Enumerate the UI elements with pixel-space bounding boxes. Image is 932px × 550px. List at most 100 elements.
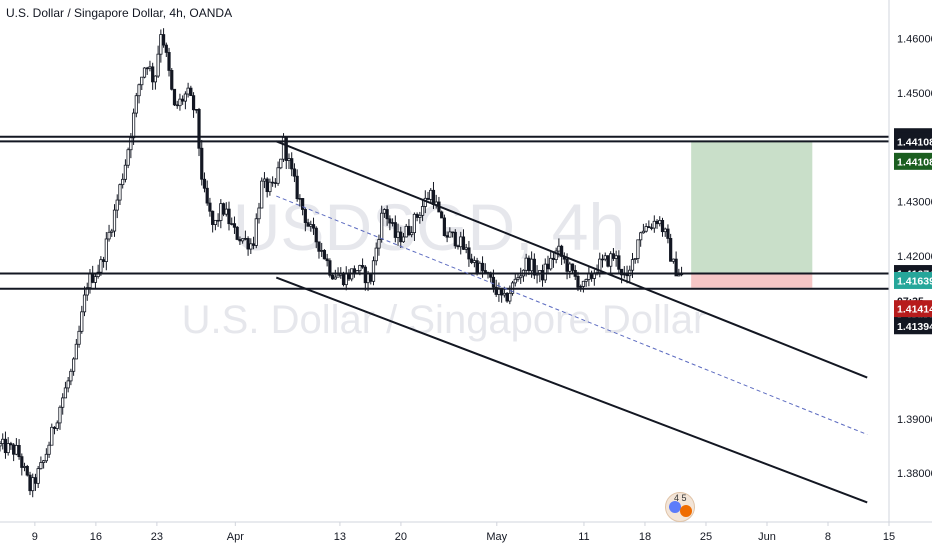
candle-body [164, 44, 168, 53]
channel-lower-line [275, 276, 868, 504]
candle-body [39, 462, 43, 470]
candle-body [445, 235, 449, 238]
candle-body [513, 278, 517, 284]
price-label-box [894, 271, 932, 289]
candle-body [246, 238, 250, 250]
candle-body [532, 258, 536, 276]
candle-body [101, 259, 106, 262]
candle-body [609, 253, 613, 267]
candle-body [448, 231, 452, 238]
candle-body [298, 198, 302, 200]
drawings[interactable] [0, 135, 889, 504]
candle-body [197, 109, 201, 149]
candle-body [129, 137, 133, 151]
candle-body [271, 181, 275, 184]
candle-body [208, 202, 212, 212]
candle-body [647, 226, 651, 229]
position-tool[interactable] [691, 141, 813, 288]
time-tick-label: Apr [227, 531, 244, 543]
candle-body [202, 178, 207, 189]
candle-body [639, 232, 643, 241]
candle-body [69, 370, 73, 382]
time-tick-label: May [486, 531, 507, 543]
price-tick-label: 1.45000 [897, 88, 932, 100]
candle-body [502, 292, 506, 296]
candle-body [600, 258, 605, 261]
candle-body [121, 178, 125, 186]
candle-body [429, 189, 433, 200]
candle-body [478, 262, 482, 274]
candle-body [55, 422, 59, 429]
news-badge[interactable]: 4 5 [665, 492, 695, 522]
candle-body [322, 250, 327, 260]
candle-body [276, 167, 280, 184]
candle-body [74, 343, 78, 360]
candle-body [82, 294, 87, 313]
candle-body [47, 444, 51, 455]
candle-body [91, 273, 95, 283]
candle-body [426, 197, 430, 200]
chart-title: U.S. Dollar / Singapore Dollar, 4h, OAND… [6, 6, 233, 20]
candle-body [131, 112, 136, 139]
candle-body [22, 466, 27, 468]
candle-body [145, 67, 149, 70]
candle-body [344, 272, 348, 286]
candle-body [464, 247, 468, 250]
candle-body [20, 456, 24, 468]
candle-body [295, 175, 299, 200]
candle-body [663, 228, 667, 233]
candle-body [273, 182, 277, 184]
candle-body [88, 273, 92, 289]
candle-body [328, 260, 332, 276]
candle-body [303, 209, 307, 224]
candle-body [80, 311, 84, 332]
candle-body [341, 272, 346, 286]
candle-body [311, 224, 316, 229]
candle-body [611, 253, 616, 259]
candle-body [235, 226, 239, 240]
time-tick-label: 11 [578, 531, 589, 543]
candle-body [527, 257, 531, 272]
candle-body [459, 236, 463, 248]
candle-body [172, 88, 177, 106]
price-label-text: 1.41394 [897, 321, 932, 333]
candle-body [61, 397, 65, 408]
candle-body [134, 95, 138, 114]
candle-body [420, 206, 425, 216]
candle-body [557, 245, 561, 252]
candle-body [186, 87, 190, 95]
price-tick-label: 1.46000 [897, 34, 932, 46]
candle-body [480, 262, 485, 271]
candle-body [371, 260, 376, 282]
candle-body [363, 266, 367, 284]
candle-body [175, 104, 179, 107]
candle-body [551, 257, 556, 260]
candle-body [6, 443, 10, 454]
candle-body [17, 445, 21, 458]
candle-body [137, 84, 141, 97]
candle-body [655, 220, 659, 225]
candle-body [213, 219, 217, 225]
face-icon [680, 505, 692, 517]
candle-body [232, 223, 237, 228]
candle-body [243, 238, 247, 240]
candle-body [191, 95, 196, 111]
candle-body [606, 255, 610, 267]
candle-body [519, 275, 523, 279]
price-tick-label: 1.43000 [897, 197, 932, 209]
candle-body [25, 466, 29, 476]
candle-body [369, 273, 373, 282]
candle-body [636, 239, 640, 259]
candle-body [652, 220, 656, 229]
candle-body [584, 279, 588, 282]
candle-body [404, 225, 408, 238]
candle-body [396, 231, 400, 238]
candle-body [470, 258, 474, 263]
candle-body [320, 250, 324, 252]
candle-body [3, 438, 8, 454]
profit-zone [691, 141, 813, 274]
candle-body [123, 164, 128, 180]
candle-body [200, 147, 204, 180]
channel-mid-line [276, 195, 868, 436]
